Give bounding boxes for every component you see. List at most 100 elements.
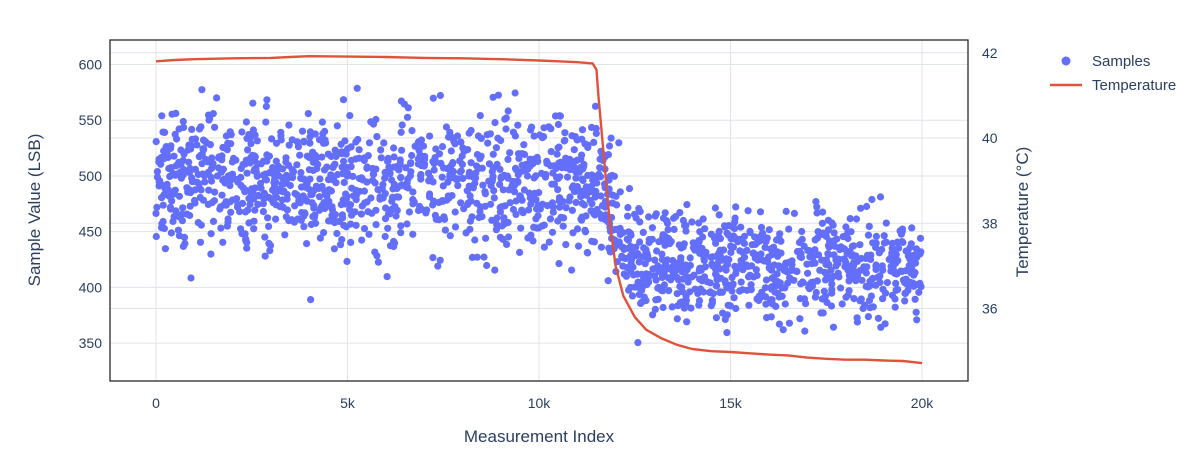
sample-point [837,243,845,251]
sample-point [388,197,396,205]
sample-point [188,125,196,133]
sample-point [857,295,865,303]
sample-point [533,224,541,232]
sample-point [511,132,519,140]
temperature-line-layer [155,55,923,365]
sample-point [197,123,205,131]
sample-point [248,185,256,193]
legend[interactable]: Samples Temperature [1050,53,1176,94]
sample-point [503,240,511,248]
sample-point [310,204,318,212]
sample-point [152,138,160,146]
sample-point [180,150,188,158]
sample-point [315,206,324,214]
sample-point [226,128,234,136]
sample-point [763,314,771,322]
sample-point [304,110,312,118]
sample-point [628,292,637,300]
x-axis-title: Measurement Index [464,427,615,446]
sample-point [217,203,225,211]
sample-point [580,201,589,209]
sample-point [253,137,261,145]
sample-point [403,179,411,187]
sample-point [160,155,168,163]
sample-point [615,139,623,147]
sample-point [688,218,696,226]
sample-point [593,179,601,187]
sample-point [422,209,430,217]
sample-point [590,238,599,246]
sample-point [213,94,221,102]
sample-point [597,192,605,200]
sample-point [510,188,519,196]
sample-point [447,147,455,155]
sample-point [892,286,900,294]
sample-point [396,156,404,164]
sample-point [719,309,727,317]
sample-point [227,140,235,148]
sample-point [451,223,460,231]
sample-point [340,157,348,165]
sample-point [288,216,296,224]
legend-item-temperature[interactable]: Temperature [1050,77,1176,94]
sample-point [402,164,410,172]
sample-point [417,170,425,179]
sample-point [159,128,167,136]
sample-point [291,189,299,198]
sample-point [181,240,189,248]
sample-point [224,215,232,223]
legend-item-samples[interactable]: Samples [1061,53,1151,70]
sample-point [556,173,564,181]
sample-point [369,170,377,178]
sample-point [453,132,462,140]
sample-point [842,293,850,301]
sample-point [863,251,872,259]
sample-point [496,180,504,189]
sample-point [518,150,526,158]
legend-label-samples: Samples [1092,53,1150,70]
sample-point [804,246,812,254]
sample-point [680,263,689,272]
sample-point [257,184,265,192]
y2-axis-title: Temperature (°C) [1013,147,1032,278]
sample-point [821,276,830,284]
sample-point [238,199,247,207]
sample-point [158,112,166,120]
sample-point [213,172,221,180]
sample-point [382,204,390,212]
sample-point [830,229,838,237]
sample-point [721,263,730,271]
sample-point [556,112,565,120]
sample-point [353,84,361,92]
sample-point [505,186,513,194]
sample-point [597,214,606,222]
sample-point [818,219,827,227]
sample-point [457,199,465,207]
sample-point [631,210,639,218]
sample-point [586,196,594,205]
sample-point [177,174,185,182]
sample-point [629,263,637,271]
sample-point [540,243,549,251]
sample-point [347,238,355,246]
sample-point [397,182,405,190]
sample-point [167,229,175,237]
sample-point [553,150,561,158]
sample-point [765,226,773,234]
sample-point [581,140,589,148]
sample-point [598,202,607,210]
sample-point [277,128,285,136]
sample-point [706,279,714,287]
sample-point [207,173,215,181]
sample-point [296,151,304,159]
sample-point [207,250,215,258]
sample-point [390,180,398,188]
x-tick-label: 10k [528,395,552,411]
sample-point [654,262,662,270]
y2-tick-label: 40 [982,130,998,146]
sample-point [250,225,258,233]
sample-point [526,194,534,202]
sample-point [708,299,717,307]
sample-point [173,135,181,143]
sample-point [699,215,707,223]
